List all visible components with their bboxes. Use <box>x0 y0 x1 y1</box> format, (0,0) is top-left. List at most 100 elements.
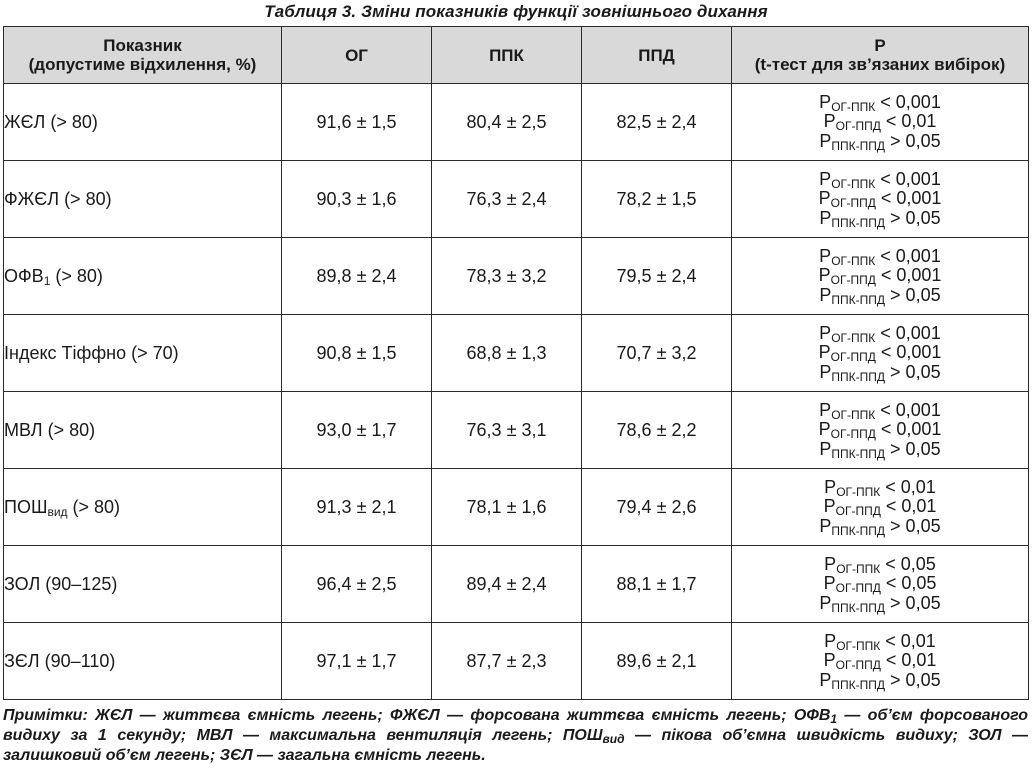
footnote-text-2: — об’єм форсованого видиху за 1 секунду;… <box>3 707 1029 744</box>
og-value: 91,6 ± 1,5 <box>281 83 432 161</box>
p-value-line: PОГ-ППД < 0,05 <box>732 573 1028 595</box>
p-comparison: ОГ-ППД <box>830 196 876 211</box>
p-value-line: PОГ-ППК < 0,001 <box>732 91 1028 113</box>
ppk-value: 76,3 ± 3,1 <box>431 391 582 469</box>
ppd-value: 70,7 ± 3,2 <box>581 314 732 392</box>
header-indicator-title: Показник <box>103 36 182 55</box>
footnote: Примітки: ЖЄЛ — життєва ємність легень; … <box>3 706 1028 766</box>
p-value: < 0,001 <box>875 342 942 363</box>
header-p: P (t-тест для зв’язаних вибірок) <box>731 26 1029 84</box>
og-value: 93,0 ± 1,7 <box>281 391 432 469</box>
header-p-title: P <box>874 36 886 55</box>
indicator-cell: Індекс Тіффно (> 70) <box>3 314 282 392</box>
ppk-value: 89,4 ± 2,4 <box>431 545 582 623</box>
og-value: 97,1 ± 1,7 <box>281 622 432 700</box>
p-symbol: P <box>823 650 836 671</box>
p-value-line: PОГ-ППК < 0,001 <box>732 245 1028 268</box>
p-value: < 0,001 <box>875 399 941 420</box>
p-symbol: P <box>824 553 837 574</box>
ppd-value: 89,6 ± 2,1 <box>581 622 732 700</box>
p-value: < 0,01 <box>880 650 937 671</box>
indicator-name: ОФВ <box>4 265 44 286</box>
p-value: < 0,001 <box>875 419 942 440</box>
indicator-name: ЖЄЛ <box>4 111 46 132</box>
p-symbol: P <box>819 130 832 151</box>
p-symbol: P <box>819 245 832 266</box>
p-value: < 0,01 <box>880 476 936 497</box>
p-symbol: P <box>818 188 831 209</box>
p-comparison: ОГ-ППК <box>831 176 876 191</box>
og-value: 90,8 ± 1,5 <box>281 314 432 392</box>
p-value-line: PППК-ППД > 0,05 <box>732 593 1028 614</box>
p-symbol: P <box>819 669 832 690</box>
indicator-range: (> 80) <box>42 419 96 440</box>
indicator-range: (90–110) <box>39 650 116 671</box>
p-symbol: P <box>819 168 832 189</box>
header-indicator: Показник (допустиме відхилення, %) <box>3 26 282 84</box>
footnote-text-1: Примітки: ЖЄЛ — життєва ємність легень; … <box>3 707 831 724</box>
table-body: ЖЄЛ (> 80) 91,6 ± 1,5 80,4 ± 2,5 82,5 ± 2,4… <box>3 83 1029 700</box>
table-row: ФЖЄЛ (> 80) 90,3 ± 1,6 76,3 ± 2,4 78,2 ± 1,… <box>3 160 1029 238</box>
p-symbol: P <box>819 91 832 112</box>
footnote-sub-1: 1 <box>830 712 838 726</box>
results-table: Показник (допустиме відхилення, %) ОГ ПП… <box>3 26 1029 700</box>
indicator-subscript: 1 <box>43 273 51 288</box>
ppk-value: 87,7 ± 2,3 <box>431 622 582 700</box>
ppk-value: 78,1 ± 1,6 <box>431 468 582 546</box>
p-comparison: ОГ-ППК <box>836 638 881 653</box>
og-value: 96,4 ± 2,5 <box>281 545 432 623</box>
p-symbol: P <box>819 399 832 420</box>
p-value-line: PОГ-ППК < 0,001 <box>732 399 1028 422</box>
p-value-line: PОГ-ППД < 0,01 <box>732 497 1028 519</box>
header-ppk: ППК <box>431 26 582 84</box>
ppk-value: 78,3 ± 3,2 <box>431 237 582 315</box>
table-row: ПОШвид (> 80) 91,3 ± 2,1 78,1 ± 1,6 79,4 ± … <box>3 468 1029 546</box>
p-value-line: PОГ-ППК < 0,01 <box>732 476 1028 498</box>
indicator-range: (90–125) <box>40 573 118 594</box>
table-row: ЗОЛ (90–125) 96,4 ± 2,5 89,4 ± 2,4 88,1 ± 1… <box>3 545 1029 623</box>
indicator-name: ФЖЄЛ <box>4 188 60 209</box>
p-comparison: ОГ-ППД <box>835 658 881 673</box>
p-value-line: PППК-ППД > 0,05 <box>732 669 1028 691</box>
p-comparison: ОГ-ППК <box>831 253 876 268</box>
p-symbol: P <box>819 361 832 382</box>
p-symbol: P <box>823 111 836 132</box>
indicator-cell: ОФВ1 (> 80) <box>3 237 282 315</box>
indicator-name: Індекс Тіффно <box>4 342 127 363</box>
p-comparison: ОГ-ППД <box>835 504 881 519</box>
p-comparison: ППК-ППД <box>831 215 886 230</box>
p-value: > 0,05 <box>885 207 941 228</box>
footnote-text-3: — пікова об’ємна швидкість видиху; ЗОЛ —… <box>3 727 1028 764</box>
p-symbol: P <box>824 630 837 651</box>
indicator-name: ЗОЛ <box>4 573 41 594</box>
p-symbol: P <box>823 573 836 594</box>
p-value-line: PОГ-ППК < 0,05 <box>732 553 1028 575</box>
indicator-name: ПОШ <box>4 496 48 517</box>
p-values-cell: PОГ-ППК < 0,001 PОГ-ППД < 0,001 PППК-ППД >… <box>731 391 1029 469</box>
indicator-name: МВЛ <box>4 419 43 440</box>
indicator-name: ЗЄЛ <box>4 650 40 671</box>
table-caption: Таблиця 3. Зміни показників функції зовн… <box>264 2 768 21</box>
p-symbol: P <box>819 438 832 459</box>
p-value-line: PОГ-ППД < 0,001 <box>732 419 1028 441</box>
p-comparison: ОГ-ППД <box>835 119 881 134</box>
p-comparison: ОГ-ППК <box>831 330 876 345</box>
p-comparison: ППК-ППД <box>831 523 886 538</box>
p-values-cell: PОГ-ППК < 0,001 PОГ-ППД < 0,001 PППК-ППД >… <box>731 237 1029 315</box>
table-row: ЗЄЛ (90–110) 97,1 ± 1,7 87,7 ± 2,3 89,6 ± 2… <box>3 622 1029 700</box>
p-value-line: PППК-ППД > 0,05 <box>732 516 1028 538</box>
ppk-value: 68,8 ± 1,3 <box>431 314 582 392</box>
header-ppd: ППД <box>581 26 732 84</box>
p-value-line: PОГ-ППК < 0,01 <box>732 630 1028 653</box>
p-value: < 0,001 <box>875 322 941 343</box>
ppd-value: 82,5 ± 2,4 <box>581 83 732 161</box>
header-indicator-subtitle: (допустиме відхилення, %) <box>28 55 257 74</box>
p-value: < 0,05 <box>880 553 936 574</box>
p-comparison: ОГ-ППК <box>831 407 876 422</box>
p-values-cell: PОГ-ППК < 0,05 PОГ-ППД < 0,05 PППК-ППД > 0… <box>731 545 1029 623</box>
p-value-line: PППК-ППД > 0,05 <box>732 284 1028 306</box>
p-symbol: P <box>819 284 832 305</box>
ppd-value: 78,6 ± 2,2 <box>581 391 732 469</box>
p-values-cell: PОГ-ППК < 0,001 PОГ-ППД < 0,01 PППК-ППД > … <box>731 83 1029 161</box>
ppd-value: 79,5 ± 2,4 <box>581 237 732 315</box>
